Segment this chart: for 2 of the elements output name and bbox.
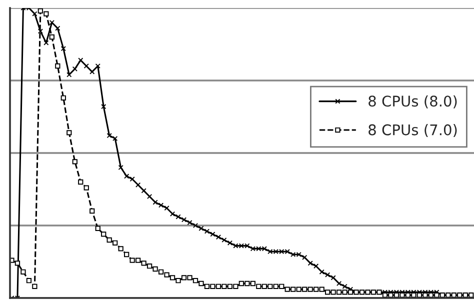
legend-label: 8 CPUs (7.0) bbox=[368, 124, 457, 138]
legend-label: 8 CPUs (8.0) bbox=[368, 95, 457, 108]
